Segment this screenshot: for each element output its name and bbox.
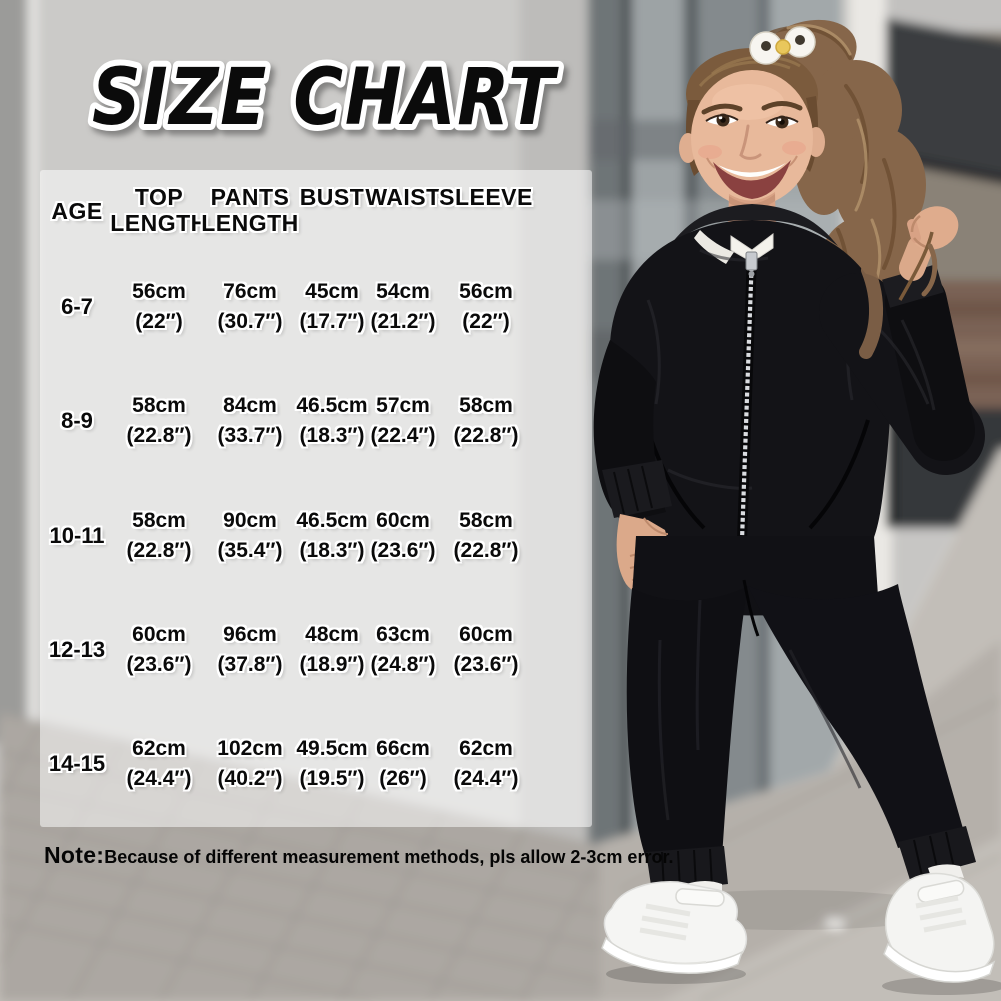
cell-waist: 66cm (26″) (376, 736, 430, 790)
pocket-seam-right (808, 419, 870, 530)
table-row: 8-9 58cm (22.8″) 84cm (33.7″) 46.5cm (18.3″… (40, 364, 534, 478)
nose (739, 124, 762, 160)
cell-age: 12-13 (48, 636, 106, 662)
cell-bust: 45cm (17.7″) (299, 280, 365, 334)
cell-sleeve: 56cm (22″) (459, 280, 513, 334)
table-row: 14-15 62cm (24.4″) 102cm (40.2″) 49.5cm (19… (40, 707, 534, 821)
hair-bow-icon (749, 26, 816, 65)
cell-waist: 60cm (23.6″) (370, 508, 436, 562)
note-label: Note: (44, 842, 105, 868)
zipper (737, 251, 758, 541)
cell-top-length: 56cm (22″) (132, 280, 186, 334)
cell-sleeve: 60cm (23.6″) (453, 622, 519, 676)
cell-age: 10-11 (49, 522, 105, 548)
hood (668, 204, 838, 248)
head (679, 26, 825, 235)
smile (706, 155, 798, 199)
leg-right (748, 584, 964, 848)
cell-pants-length: 102cm (40.2″) (217, 736, 283, 790)
table-row: 12-13 60cm (23.6″) 96cm (37.8″) 48cm (18.9″… (40, 593, 534, 707)
cuff-left (602, 460, 672, 518)
note-text: Because of different measurement methods… (104, 847, 674, 867)
col-header-bust: BUST (299, 184, 365, 210)
cell-pants-length: 84cm (33.7″) (217, 394, 283, 448)
leg-left (626, 586, 748, 864)
right-hand (898, 206, 959, 301)
cell-age: 14-15 (48, 750, 106, 776)
table-body: 6-7 56cm (22″) 76cm (30.7″) 45cm (17.7″) 54… (40, 250, 592, 821)
cell-sleeve: 58cm (22.8″) (453, 394, 519, 448)
col-header-pants-length: PANTS LENGTH (201, 184, 299, 236)
joggers (626, 536, 976, 896)
left-wall (0, 0, 30, 752)
collar (730, 232, 774, 263)
table-row: 6-7 56cm (22″) 76cm (30.7″) 45cm (17.7″) 54… (40, 250, 534, 364)
girl-model (593, 19, 1001, 995)
table-row: 10-11 58cm (22.8″) 90cm (35.4″) 46.5cm (18.… (40, 478, 534, 592)
col-header-sleeve: SLEEVE (439, 184, 533, 210)
velcro-strap (675, 888, 725, 907)
table-header-row: AGE TOP LENGTH PANTS LENGTH BUST WAIST SLE… (40, 170, 534, 248)
cell-pants-length: 76cm (30.7″) (217, 280, 283, 334)
note: Note:Because of different measurement me… (44, 842, 673, 869)
cell-sleeve: 62cm (24.4″) (453, 736, 519, 790)
cell-top-length: 58cm (22.8″) (126, 508, 192, 562)
sneaker-left (601, 881, 748, 984)
cell-bust: 49.5cm (19.5″) (296, 736, 368, 790)
cell-bust: 48cm (18.9″) (299, 622, 365, 676)
cell-top-length: 60cm (23.6″) (126, 622, 192, 676)
col-header-waist: WAIST (365, 184, 441, 210)
pant-cuff-left (646, 846, 728, 892)
right-arm (819, 206, 985, 475)
sneaker-right (882, 872, 1001, 995)
cell-bust: 46.5cm (18.3″) (296, 394, 368, 448)
eyebrow-left (701, 103, 743, 115)
cell-age: 6-7 (61, 294, 93, 320)
cell-waist: 63cm (24.8″) (370, 622, 436, 676)
size-table: AGE TOP LENGTH PANTS LENGTH BUST WAIST SLE… (40, 170, 592, 827)
cell-age: 8-9 (61, 408, 93, 434)
cell-pants-length: 96cm (37.8″) (217, 622, 283, 676)
cell-waist: 54cm (21.2″) (370, 280, 436, 334)
eyebrow-right (761, 101, 803, 111)
cell-waist: 57cm (22.4″) (370, 394, 436, 448)
cell-top-length: 58cm (22.8″) (126, 394, 192, 448)
cell-top-length: 62cm (24.4″) (126, 736, 192, 790)
hood-lining (694, 230, 734, 264)
cell-pants-length: 90cm (35.4″) (217, 508, 283, 562)
col-header-age: AGE (51, 198, 103, 224)
cell-sleeve: 58cm (22.8″) (453, 508, 519, 562)
col-header-top-length: TOP LENGTH (110, 184, 208, 236)
eyes (705, 113, 799, 129)
zipper-pull (745, 251, 758, 271)
dark-awning (886, 18, 1001, 180)
cell-bust: 46.5cm (18.3″) (296, 508, 368, 562)
